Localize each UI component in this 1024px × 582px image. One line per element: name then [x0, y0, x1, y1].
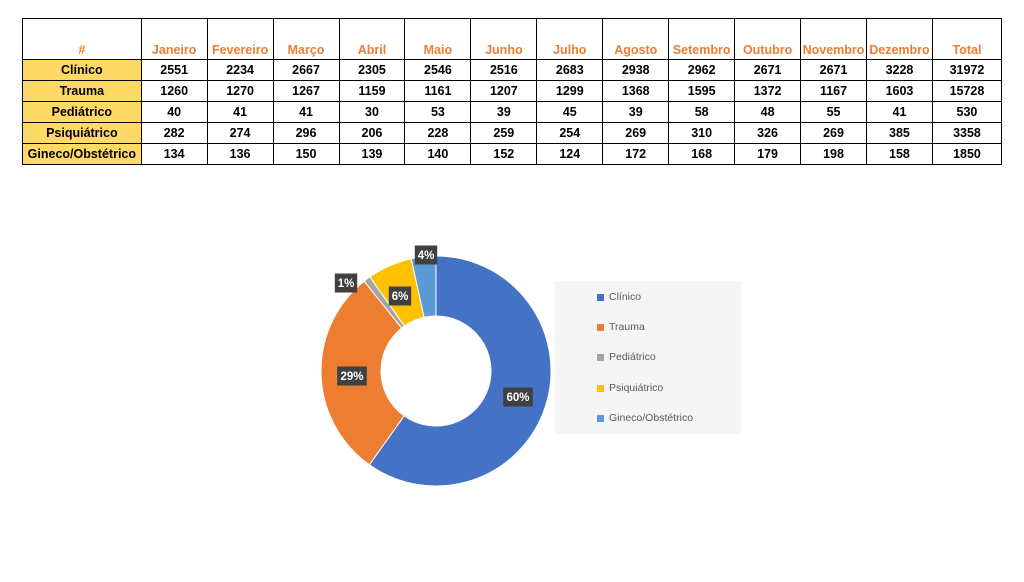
table-cell: 198 — [800, 143, 867, 165]
legend-item: Clínico — [597, 290, 641, 304]
header-total: Total — [931, 18, 1003, 60]
donut-slice — [368, 255, 552, 487]
chart-legend: Clínico Trauma Pediátrico Psiquiátrico Ginec… — [555, 281, 741, 434]
table-cell: 259 — [470, 122, 538, 144]
table-header: # Janeiro Fevereiro Março Abril Maio Jun… — [22, 18, 1003, 60]
table-row: Clínico 2551 2234 2667 2305 2546 2516 2683 2938 2… — [22, 59, 1003, 81]
slice-label-box — [414, 245, 438, 265]
table-cell: 136 — [206, 143, 274, 165]
row-total-cell: 3358 — [931, 122, 1003, 144]
table-body: Clínico 2551 2234 2667 2305 2546 2516 2683 2938 2… — [22, 59, 1003, 165]
header-corner: # — [22, 18, 142, 60]
table-cell: 179 — [734, 143, 802, 165]
legend-swatch — [597, 414, 604, 422]
row-label: Trauma — [22, 80, 142, 102]
table-row: Trauma 1260 1270 1267 1159 1161 1207 1299 1368 15… — [22, 80, 1003, 102]
row-total-cell: 1850 — [931, 143, 1003, 165]
legend-label: Gineco/Obstétrico — [609, 412, 694, 424]
table-cell: 1595 — [668, 80, 736, 102]
legend-swatch — [597, 353, 604, 361]
legend-item: Pediátrico — [597, 350, 656, 364]
table-cell: 1260 — [140, 80, 208, 102]
table-cell: 158 — [866, 143, 933, 165]
table-cell: 134 — [140, 143, 208, 165]
table-cell: 2683 — [536, 59, 604, 81]
legend-label: Clínico — [609, 291, 642, 303]
table-cell: 139 — [338, 143, 406, 165]
row-label: Pediátrico — [22, 101, 142, 123]
legend-item: Gineco/Obstétrico — [597, 411, 693, 425]
table-cell: 310 — [668, 122, 736, 144]
header-month: Junho — [470, 18, 538, 60]
table-cell: 2962 — [668, 59, 736, 81]
table-cell: 2305 — [338, 59, 406, 81]
table-cell: 172 — [602, 143, 670, 165]
data-table-container: # Janeiro Fevereiro Março Abril Maio Jun… — [22, 18, 1003, 165]
table-row: Gineco/Obstétrico 134 136 150 139 140 152 124 17… — [22, 143, 1003, 165]
header-month: Novembro — [800, 18, 867, 60]
table-cell: 152 — [470, 143, 538, 165]
header-row: # Janeiro Fevereiro Março Abril Maio Jun… — [22, 18, 1003, 60]
header-month: Setembro — [668, 18, 736, 60]
legend-item: Psiquiátrico — [597, 381, 663, 395]
legend-label: Pediátrico — [609, 351, 656, 363]
table-cell: 55 — [800, 101, 867, 123]
legend-swatch — [597, 323, 604, 331]
monthly-data-table: # Janeiro Fevereiro Março Abril Maio Jun… — [22, 18, 1003, 165]
table-cell: 41 — [866, 101, 933, 123]
row-label: Clínico — [22, 59, 142, 81]
header-month: Julho — [536, 18, 604, 60]
table-cell: 1267 — [272, 80, 340, 102]
slice-data-label: 4% — [418, 250, 435, 262]
slice-label-box — [337, 366, 367, 386]
row-total-cell: 15728 — [931, 80, 1003, 102]
table-cell: 296 — [272, 122, 340, 144]
legend-label: Trauma — [609, 321, 645, 333]
legend-swatch — [597, 384, 604, 392]
slice-data-label: 60% — [506, 392, 529, 404]
slice-data-label: 29% — [340, 371, 363, 383]
slice-label-box — [503, 387, 533, 407]
legend-swatch — [597, 293, 604, 301]
table-cell: 2234 — [206, 59, 274, 81]
table-cell: 124 — [536, 143, 604, 165]
slice-data-label: 1% — [338, 278, 355, 290]
header-month: Maio — [404, 18, 472, 60]
slice-label-box — [334, 273, 358, 293]
table-cell: 140 — [404, 143, 472, 165]
row-label: Psiquiátrico — [22, 122, 142, 144]
legend-label: Psiquiátrico — [609, 382, 664, 394]
header-month: Abril — [338, 18, 406, 60]
table-cell: 168 — [668, 143, 736, 165]
slice-label-box — [388, 286, 412, 306]
header-month: Dezembro — [866, 18, 933, 60]
legend-item: Trauma — [597, 320, 645, 334]
slice-data-label: 6% — [392, 291, 409, 303]
table-cell: 1299 — [536, 80, 604, 102]
table-cell: 1167 — [800, 80, 867, 102]
table-cell: 385 — [866, 122, 933, 144]
table-cell: 41 — [272, 101, 340, 123]
